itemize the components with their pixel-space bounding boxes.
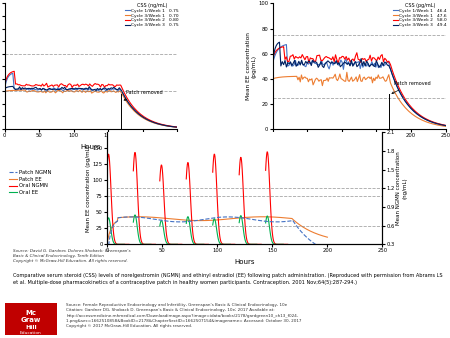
- Legend: Cycle 1/Week 1   46.4, Cycle 3/Week 1   47.6, Cycle 3/Week 2   58.0, Cycle 3/Wee: Cycle 1/Week 1 46.4, Cycle 3/Week 1 47.6…: [393, 3, 447, 27]
- Text: Graw: Graw: [21, 317, 41, 323]
- X-axis label: Hours: Hours: [234, 259, 255, 265]
- Text: Source: David G. Gardner, Dolores Shoback: Greenspan's
Basic & Clinical Endocrin: Source: David G. Gardner, Dolores Shobac…: [14, 249, 131, 263]
- Text: Education: Education: [20, 331, 42, 335]
- Text: Patch removed: Patch removed: [392, 81, 430, 94]
- Text: Source: Female Reproductive Endocrinology and Infertility, Greenspan's Basic & C: Source: Female Reproductive Endocrinolog…: [66, 303, 302, 328]
- Legend: Patch NGMN, Patch EE, Oral NGMN, Oral EE: Patch NGMN, Patch EE, Oral NGMN, Oral EE: [7, 168, 53, 197]
- Y-axis label: Mean NGMN concentration
(ng/mL): Mean NGMN concentration (ng/mL): [396, 151, 407, 225]
- Y-axis label: Mean EE concentration
(pg/mL): Mean EE concentration (pg/mL): [246, 32, 257, 100]
- Text: Comparative serum steroid (CSS) levels of norelgestromin (NGMN) and ethinyl estr: Comparative serum steroid (CSS) levels o…: [14, 273, 443, 285]
- Text: Hill: Hill: [25, 325, 37, 330]
- FancyBboxPatch shape: [4, 303, 58, 335]
- Text: Mc: Mc: [26, 310, 36, 316]
- Y-axis label: Mean EE concentration (pg/mL): Mean EE concentration (pg/mL): [86, 145, 91, 232]
- X-axis label: Hours: Hours: [81, 144, 101, 150]
- Legend: Cycle 1/Week 1   0.75, Cycle 3/Week 1   0.70, Cycle 3/Week 2   0.80, Cycle 3/Wee: Cycle 1/Week 1 0.75, Cycle 3/Week 1 0.70…: [125, 3, 179, 27]
- Text: Patch removed: Patch removed: [124, 91, 162, 100]
- X-axis label: Hours: Hours: [349, 144, 369, 150]
